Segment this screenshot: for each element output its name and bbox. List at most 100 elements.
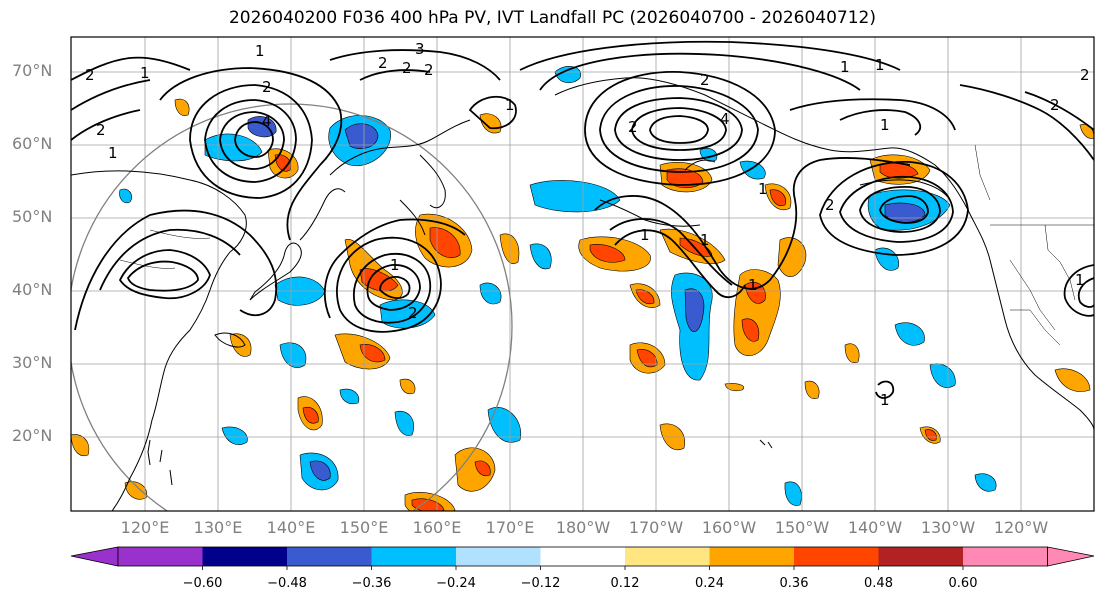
lon-label: 120°W <box>993 518 1049 537</box>
pv-positive-region <box>399 378 416 395</box>
contour-label: 2 <box>408 304 418 322</box>
lon-label: 160°E <box>412 518 462 537</box>
colorbar-tick-label: −0.60 <box>182 576 223 591</box>
pv-positive-region <box>1054 368 1091 392</box>
pv-positive-region <box>124 481 148 500</box>
contour-label: 1 <box>748 276 758 294</box>
map-frame <box>70 36 1095 512</box>
pv-negative-region <box>119 188 132 203</box>
pv-positive-region <box>769 189 786 207</box>
pv-positive-region <box>71 434 90 456</box>
contour-label: 2 <box>402 59 412 77</box>
contour-label-group: 3 2 2 2 1 1 2 2 4 2 1 1 2 2 4 1 1 1 2 2 … <box>85 40 1090 409</box>
pv-negative-region <box>309 460 331 481</box>
colorbar-bin <box>456 547 541 566</box>
contour-label: 2 <box>85 66 95 84</box>
colorbar-bin <box>625 547 710 566</box>
contour-label: 1 <box>640 226 650 244</box>
pv-negative-region <box>974 473 997 492</box>
contour-label: 2 <box>262 78 272 96</box>
lon-label: 120°E <box>120 518 170 537</box>
pv-positive-region <box>454 447 496 492</box>
contour-label: 1 <box>1075 271 1085 289</box>
contour-label: 1 <box>700 231 710 249</box>
colorbar-extend-max <box>1047 546 1095 567</box>
pv-negative-region <box>394 410 415 436</box>
page-title: 2026040200 F036 400 hPa PV, IVT Landfall… <box>228 8 876 28</box>
pv-negative-region <box>739 160 766 180</box>
pv-positive-region <box>589 244 626 263</box>
pv-positive-region <box>924 429 937 441</box>
pv-positive-region <box>302 407 319 424</box>
pv-negative-region <box>784 481 802 506</box>
borders <box>119 144 1094 346</box>
contour-label: 2 <box>628 118 638 136</box>
pv-shading <box>71 66 1094 511</box>
pv-negative-region <box>684 288 705 332</box>
colorbar-frame <box>117 546 1048 567</box>
pv-negative-region <box>344 123 379 149</box>
lat-label-50n: 50°N <box>12 207 53 226</box>
contour-label: 1 <box>390 256 400 274</box>
colorbar-tick-label: −0.36 <box>351 576 392 591</box>
colorbar-tick-label: −0.12 <box>520 576 561 591</box>
colorbar-bin <box>371 547 456 566</box>
colorbar <box>70 546 1095 570</box>
colorbar-bin <box>794 547 879 566</box>
contour-label: 2 <box>1050 96 1060 114</box>
pv-positive-region <box>844 343 860 363</box>
pv-negative-region <box>529 180 621 213</box>
contour-label: 2 <box>96 121 106 139</box>
lat-label-60n: 60°N <box>12 134 53 153</box>
pv-positive-region <box>636 349 658 368</box>
lon-label: 140°W <box>847 518 903 537</box>
contour-label: 1 <box>758 180 768 198</box>
pv-positive-region <box>741 318 760 342</box>
lon-label: 180°W <box>555 518 611 537</box>
pv-positive-region <box>804 380 820 399</box>
contour-label: 1 <box>880 116 890 134</box>
pv-contours <box>71 40 1094 399</box>
contour-label: 1 <box>880 391 890 409</box>
lat-label-70n: 70°N <box>12 61 53 80</box>
pv-negative-region <box>221 426 248 445</box>
pv-negative-region <box>279 342 307 368</box>
contour-label: 3 <box>415 40 425 58</box>
pv-positive-region <box>229 333 252 357</box>
lon-label: 140°E <box>266 518 316 537</box>
colorbar-bin <box>709 547 794 566</box>
pv-negative-region <box>894 322 925 346</box>
contour-label: 2 <box>825 196 835 214</box>
contour-label: 1 <box>840 58 850 76</box>
contour-label: 2 <box>378 54 388 72</box>
colorbar-tick-label: −0.24 <box>436 576 476 591</box>
lat-label-30n: 30°N <box>12 353 53 372</box>
pv-positive-region <box>724 383 745 392</box>
colorbar-tick-label: 0.24 <box>695 576 724 591</box>
colorbar-tick-label: 0.48 <box>864 576 893 591</box>
pv-negative-region <box>554 66 582 84</box>
colorbar-bin <box>118 547 203 566</box>
colorbar-bin <box>540 547 625 566</box>
lon-label: 170°E <box>485 518 535 537</box>
pv-positive-region <box>635 289 655 305</box>
contour-label: 2 <box>1080 66 1090 84</box>
pv-negative-region <box>479 282 502 305</box>
colorbar-tick-label: 0.60 <box>948 576 978 591</box>
colorbar-bin <box>287 547 372 566</box>
colorbar-tick-label: 0.36 <box>779 576 809 591</box>
pv-negative-region <box>487 407 522 443</box>
lon-label: 130°W <box>920 518 976 537</box>
lon-label: 170°W <box>628 518 684 537</box>
contour-label: 1 <box>255 42 265 60</box>
contour-label: 1 <box>505 96 515 114</box>
pv-positive-region <box>429 227 461 259</box>
contour-label: 4 <box>262 112 272 130</box>
pv-positive-region <box>474 460 491 477</box>
landfall-radius-circle <box>71 103 513 511</box>
contour-label: 2 <box>700 71 710 89</box>
pv-negative-region <box>339 388 360 405</box>
colorbar-extend-min <box>70 546 119 567</box>
colorbar-bin <box>878 547 963 566</box>
